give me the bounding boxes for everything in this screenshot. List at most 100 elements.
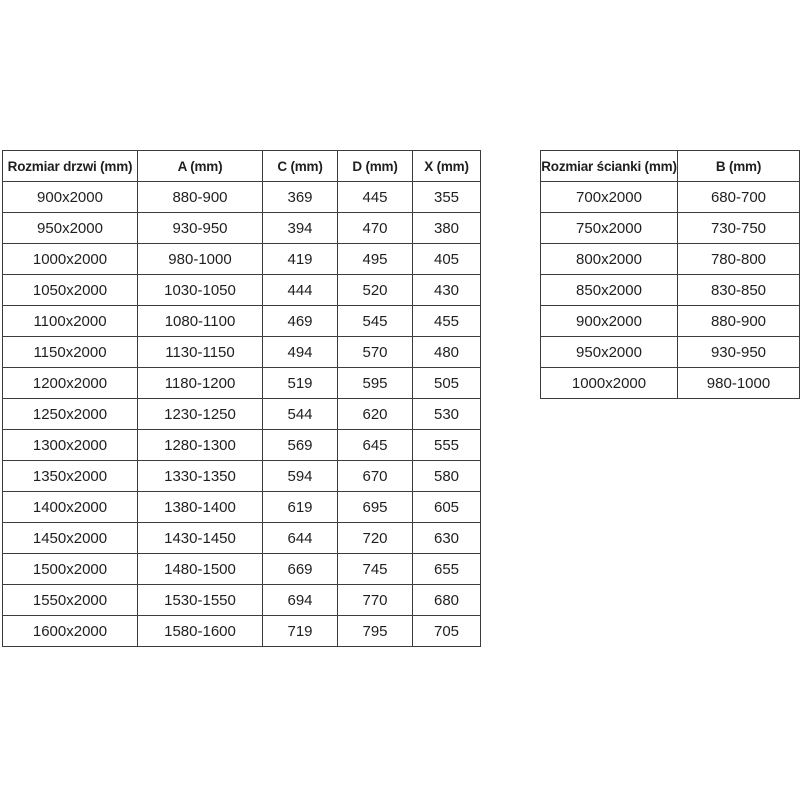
table-row: 900x2000 880-900 (540, 305, 800, 337)
table-cell: 470 (337, 212, 413, 244)
table-cell: 750x2000 (540, 212, 678, 244)
table-cell: 619 (262, 491, 338, 523)
table-cell: 1600x2000 (2, 615, 138, 647)
table-cell: 1430-1450 (137, 522, 263, 554)
table-cell: 680 (412, 584, 481, 616)
table-cell: 1130-1150 (137, 336, 263, 368)
table-row: 1250x2000 1230-1250 544 620 530 (2, 398, 481, 430)
table-cell: 830-850 (677, 274, 800, 306)
table-cell: 580 (412, 460, 481, 492)
table-cell: 930-950 (677, 336, 800, 368)
table-cell: 1500x2000 (2, 553, 138, 585)
table-cell: 930-950 (137, 212, 263, 244)
table-row: 1350x2000 1330-1350 594 670 580 (2, 460, 481, 492)
table-cell: 795 (337, 615, 413, 647)
table-cell: 1400x2000 (2, 491, 138, 523)
table-cell: 850x2000 (540, 274, 678, 306)
table-cell: 669 (262, 553, 338, 585)
table-cell: 520 (337, 274, 413, 306)
table-cell: 680-700 (677, 181, 800, 213)
table-cell: 405 (412, 243, 481, 275)
table-cell: 1250x2000 (2, 398, 138, 430)
table-cell: 980-1000 (137, 243, 263, 275)
table-cell: 495 (337, 243, 413, 275)
table-cell: 555 (412, 429, 481, 461)
table-cell: 800x2000 (540, 243, 678, 275)
table-cell: 980-1000 (677, 367, 800, 399)
table-cell: 595 (337, 367, 413, 399)
table-cell: 594 (262, 460, 338, 492)
table-cell: 1280-1300 (137, 429, 263, 461)
table-cell: 455 (412, 305, 481, 337)
table-row: 1300x2000 1280-1300 569 645 555 (2, 429, 481, 461)
table-cell: 444 (262, 274, 338, 306)
column-header: X (mm) (412, 150, 481, 182)
table-cell: 494 (262, 336, 338, 368)
table-cell: 369 (262, 181, 338, 213)
table-cell: 620 (337, 398, 413, 430)
table-row: 1500x2000 1480-1500 669 745 655 (2, 553, 481, 585)
table-cell: 430 (412, 274, 481, 306)
table-cell: 355 (412, 181, 481, 213)
table-cell: 1480-1500 (137, 553, 263, 585)
table-cell: 1530-1550 (137, 584, 263, 616)
table-row: 1000x2000 980-1000 (540, 367, 800, 399)
header-row: Rozmiar ścianki (mm) B (mm) (540, 150, 800, 182)
table-row: 1200x2000 1180-1200 519 595 505 (2, 367, 481, 399)
table-cell: 605 (412, 491, 481, 523)
table-cell: 900x2000 (2, 181, 138, 213)
table-cell: 1030-1050 (137, 274, 263, 306)
table-cell: 1380-1400 (137, 491, 263, 523)
column-header: A (mm) (137, 150, 263, 182)
table-cell: 950x2000 (2, 212, 138, 244)
table-row: 700x2000 680-700 (540, 181, 800, 213)
table-row: 1400x2000 1380-1400 619 695 605 (2, 491, 481, 523)
table-cell: 1230-1250 (137, 398, 263, 430)
column-header: B (mm) (677, 150, 800, 182)
table-cell: 670 (337, 460, 413, 492)
table-cell: 570 (337, 336, 413, 368)
table-cell: 900x2000 (540, 305, 678, 337)
column-header: Rozmiar drzwi (mm) (2, 150, 138, 182)
table-cell: 544 (262, 398, 338, 430)
table-row: 1550x2000 1530-1550 694 770 680 (2, 584, 481, 616)
table-cell: 380 (412, 212, 481, 244)
table-cell: 569 (262, 429, 338, 461)
table-cell: 720 (337, 522, 413, 554)
table-row: 1150x2000 1130-1150 494 570 480 (2, 336, 481, 368)
table-cell: 700x2000 (540, 181, 678, 213)
table-cell: 1450x2000 (2, 522, 138, 554)
table-cell: 630 (412, 522, 481, 554)
table-row: 850x2000 830-850 (540, 274, 800, 306)
table-cell: 1350x2000 (2, 460, 138, 492)
table-cell: 1330-1350 (137, 460, 263, 492)
column-header: C (mm) (262, 150, 338, 182)
table-cell: 1150x2000 (2, 336, 138, 368)
table-cell: 705 (412, 615, 481, 647)
door-size-table: Rozmiar drzwi (mm) A (mm) C (mm) D (mm) X (m… (2, 150, 481, 647)
table-cell: 394 (262, 212, 338, 244)
table-cell: 780-800 (677, 243, 800, 275)
header-row: Rozmiar drzwi (mm) A (mm) C (mm) D (mm) X (m… (2, 150, 481, 182)
table-cell: 1100x2000 (2, 305, 138, 337)
table-cell: 1180-1200 (137, 367, 263, 399)
table-row: 1050x2000 1030-1050 444 520 430 (2, 274, 481, 306)
table-cell: 1200x2000 (2, 367, 138, 399)
table-row: 1100x2000 1080-1100 469 545 455 (2, 305, 481, 337)
table-cell: 950x2000 (540, 336, 678, 368)
table-row: 750x2000 730-750 (540, 212, 800, 244)
table-cell: 1050x2000 (2, 274, 138, 306)
table-cell: 1300x2000 (2, 429, 138, 461)
table-row: 950x2000 930-950 394 470 380 (2, 212, 481, 244)
table-cell: 1000x2000 (540, 367, 678, 399)
table-cell: 530 (412, 398, 481, 430)
table-row: 1450x2000 1430-1450 644 720 630 (2, 522, 481, 554)
wall-size-table: Rozmiar ścianki (mm) B (mm) 700x2000 680-70… (540, 150, 800, 399)
table-cell: 469 (262, 305, 338, 337)
table-cell: 445 (337, 181, 413, 213)
column-header: Rozmiar ścianki (mm) (540, 150, 678, 182)
table-cell: 880-900 (677, 305, 800, 337)
table-cell: 770 (337, 584, 413, 616)
table-row: 1000x2000 980-1000 419 495 405 (2, 243, 481, 275)
table-row: 1600x2000 1580-1600 719 795 705 (2, 615, 481, 647)
